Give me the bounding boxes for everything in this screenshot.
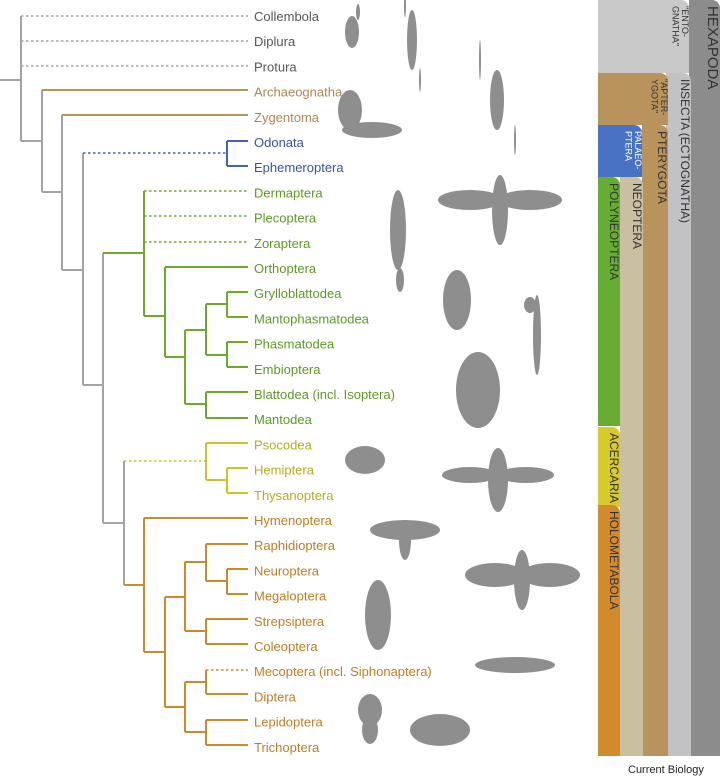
clade-label-insecta: INSECTA (ECTOGNATHA) xyxy=(678,79,692,224)
taxon-label-strepsiptera: Strepsiptera xyxy=(254,614,325,629)
beetle-silhouette xyxy=(365,580,391,650)
taxon-label-neuroptera: Neuroptera xyxy=(254,563,320,578)
clade-label-apterygota: "APTER-YGOTA" xyxy=(649,79,669,116)
taxon-label-hemiptera: Hemiptera xyxy=(254,463,315,478)
dotted-branch-green xyxy=(144,190,248,243)
clade-label-pterygota: PTERYGOTA xyxy=(655,131,669,204)
diplura-silhouette xyxy=(404,0,421,92)
butterfly-silhouette xyxy=(410,714,470,746)
clade-bar-holometabola: HOLOMETABOLA xyxy=(598,505,621,756)
clade-label-hexapoda: HEXAPODA xyxy=(704,6,720,90)
taxon-label-coleoptera: Coleoptera xyxy=(254,639,318,654)
branch-blue xyxy=(226,140,248,167)
taxon-label-odonata: Odonata xyxy=(254,135,305,150)
mantis-silhouette xyxy=(524,295,541,375)
thrips-silhouette xyxy=(442,448,554,512)
taxon-label-zygentoma: Zygentoma xyxy=(254,110,320,125)
clade-label-entognatha: "ENTO-GNATHA" xyxy=(670,6,690,47)
journal-credit: Current Biology xyxy=(628,764,704,776)
clade-bar-polyneoptera: POLYNEOPTERA xyxy=(598,177,621,426)
stonefly-silhouette xyxy=(438,175,562,245)
caddisfly-silhouette xyxy=(475,657,555,673)
springtail-silhouette xyxy=(345,4,360,48)
clade-bar-hexapoda: HEXAPODA xyxy=(689,0,720,756)
taxon-label-protura: Protura xyxy=(254,59,297,74)
branch-tan xyxy=(42,89,248,116)
bristletail-silhouette xyxy=(479,40,516,155)
taxon-label-lepidoptera: Lepidoptera xyxy=(254,715,323,730)
clade-label-palaeoptera: PALAEO-PTERA xyxy=(623,131,643,170)
taxon-label-collembola: Collembola xyxy=(254,9,320,24)
clade-bar-pterygota: PTERYGOTA xyxy=(642,125,669,756)
taxon-label-dermaptera: Dermaptera xyxy=(254,185,323,200)
taxon-label-archaeognatha: Archaeognatha xyxy=(254,85,343,100)
cockroach-silhouette xyxy=(456,352,500,428)
taxon-label-grylloblattodea: Grylloblattodea xyxy=(254,286,342,301)
taxon-label-mecoptera: Mecoptera (incl. Siphonaptera) xyxy=(254,664,432,679)
taxon-label-diptera: Diptera xyxy=(254,689,297,704)
taxon-label-blattodea: Blattodea (incl. Isoptera) xyxy=(254,387,395,402)
clade-bar-palaeoptera: PALAEO-PTERA xyxy=(598,125,643,177)
rock-crawler-silhouette xyxy=(443,270,471,330)
taxon-label-psocodea: Psocodea xyxy=(254,437,313,452)
fly-silhouette xyxy=(358,694,382,744)
taxon-label-orthoptera: Orthoptera xyxy=(254,261,317,276)
taxon-label-megaloptera: Megaloptera xyxy=(254,589,327,604)
mayfly-silhouette xyxy=(338,90,402,138)
branch-orange xyxy=(124,517,248,746)
branch-green xyxy=(103,191,248,419)
branch-grey xyxy=(0,16,125,585)
taxon-label-raphidioptera: Raphidioptera xyxy=(254,538,336,553)
wasp-silhouette xyxy=(370,520,440,560)
taxon-label-phasmatodea: Phasmatodea xyxy=(254,337,335,352)
taxon-label-trichoptera: Trichoptera xyxy=(254,740,320,755)
clade-label-holometabola: HOLOMETABOLA xyxy=(607,511,621,610)
earwig-silhouette xyxy=(390,190,406,292)
taxon-label-hymenoptera: Hymenoptera xyxy=(254,513,333,528)
taxon-label-mantophasmatodea: Mantophasmatodea xyxy=(254,311,370,326)
clade-bar-entognatha: "ENTO-GNATHA" xyxy=(598,0,690,73)
clade-label-polyneoptera: POLYNEOPTERA xyxy=(607,183,621,281)
taxon-label-embioptera: Embioptera xyxy=(254,362,321,377)
clade-bar-insecta: INSECTA (ECTOGNATHA) xyxy=(666,73,692,756)
taxon-label-mantodea: Mantodea xyxy=(254,412,313,427)
taxon-label-thysanoptera: Thysanoptera xyxy=(254,488,334,503)
lacewing-silhouette xyxy=(465,550,580,610)
taxon-label-ephemeroptera: Ephemeroptera xyxy=(254,160,344,175)
branch-yellow xyxy=(205,442,248,494)
taxon-label-diplura: Diplura xyxy=(254,34,296,49)
clade-label-neoptera: NEOPTERA xyxy=(630,183,644,250)
dotted-branch-grey xyxy=(21,15,248,67)
taxon-label-plecoptera: Plecoptera xyxy=(254,211,317,226)
clade-label-acercaria: ACERCARIA xyxy=(607,433,621,504)
clade-bar-acercaria: ACERCARIA xyxy=(598,427,621,507)
psocid-silhouette xyxy=(345,446,385,474)
clade-bar-apterygota: "APTER-YGOTA" xyxy=(598,73,669,125)
taxon-label-zoraptera: Zoraptera xyxy=(254,236,311,251)
clade-bar-neoptera: NEOPTERA xyxy=(620,177,644,756)
